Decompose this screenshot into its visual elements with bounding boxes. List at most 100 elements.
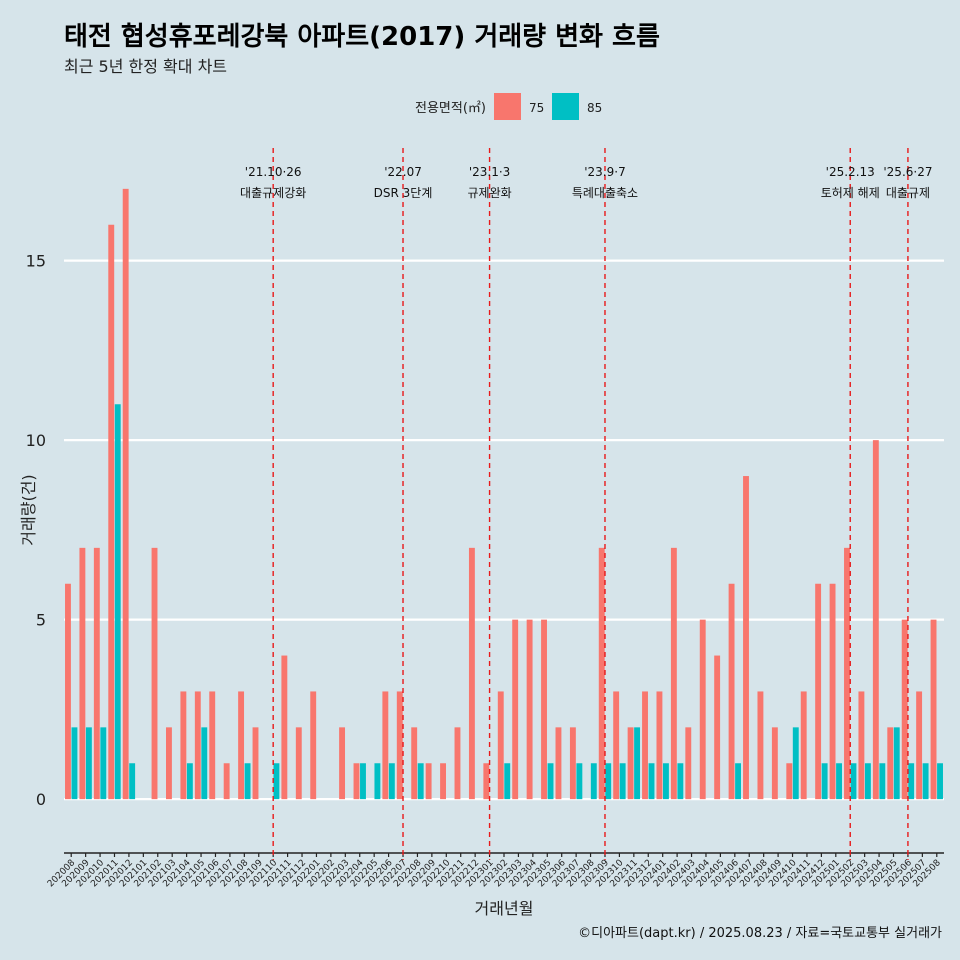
bar-85 — [417, 763, 424, 800]
bar-75 — [526, 619, 533, 800]
legend: 전용면적(㎡) 75 85 — [415, 93, 602, 120]
bar-85 — [648, 763, 655, 800]
bar-75 — [800, 691, 807, 800]
y-tick-label: 5 — [36, 611, 46, 630]
bar-85 — [864, 763, 871, 800]
bar-85 — [590, 763, 597, 800]
bar-75 — [613, 691, 620, 800]
bar-75 — [440, 763, 446, 800]
source-caption: ©디아파트(dapt.kr) / 2025.08.23 / 자료=국토교통부 실… — [578, 926, 942, 941]
bar-85 — [922, 763, 929, 800]
bar-75 — [281, 655, 288, 800]
bar-75 — [901, 619, 908, 800]
bar-75 — [108, 224, 115, 800]
bar-85 — [677, 763, 684, 800]
bar-85 — [114, 404, 121, 800]
bar-75 — [425, 763, 432, 800]
event-label: 토허제 해제 — [821, 186, 880, 200]
bar-85 — [893, 727, 900, 800]
bar-85 — [836, 763, 842, 800]
bar-75 — [180, 691, 187, 800]
bar-85 — [129, 763, 136, 800]
bar-85 — [634, 727, 641, 800]
bar-75 — [93, 547, 100, 800]
bar-75 — [728, 583, 735, 800]
bar-75 — [483, 763, 490, 800]
y-tick-label: 0 — [36, 790, 46, 809]
bar-85 — [186, 763, 193, 800]
bar-75 — [642, 691, 648, 800]
bar-75 — [598, 547, 605, 800]
bar-75 — [497, 691, 504, 800]
bar-75 — [627, 727, 634, 800]
bar-75 — [382, 691, 389, 800]
bar-85 — [619, 763, 626, 800]
bar-75 — [786, 763, 793, 800]
event-date: '23.1·3 — [469, 165, 510, 179]
event-date: '25.2.13 — [826, 165, 875, 179]
event-date: '23.9·7 — [584, 165, 625, 179]
bar-85 — [735, 763, 742, 800]
bar-85 — [273, 763, 280, 800]
bar-85 — [937, 763, 943, 800]
bar-85 — [821, 763, 828, 800]
legend-label-85: 85 — [587, 101, 602, 115]
bar-75 — [887, 727, 894, 800]
bar-75 — [916, 691, 923, 800]
chart-subtitle: 최근 5년 한정 확대 차트 — [64, 57, 228, 76]
bar-75 — [541, 619, 547, 800]
bar-75 — [295, 727, 302, 800]
bar-75 — [829, 583, 836, 800]
bar-75 — [656, 691, 663, 800]
bar-75 — [310, 691, 317, 800]
event-label: 규제완화 — [467, 186, 511, 200]
legend-swatch-85 — [552, 93, 579, 120]
event-date: '25.6·27 — [883, 165, 932, 179]
bar-85 — [879, 763, 886, 800]
event-label: DSR 3단계 — [374, 186, 433, 200]
bar-85 — [360, 763, 366, 800]
bar-75 — [699, 619, 706, 800]
bar-75 — [396, 691, 403, 800]
bar-75 — [512, 619, 519, 800]
bar-75 — [858, 691, 865, 800]
bar-75 — [238, 691, 245, 800]
event-label: 특례대출축소 — [572, 186, 638, 200]
bar-85 — [374, 763, 381, 800]
bar-85 — [201, 727, 208, 800]
legend-title: 전용면적(㎡) — [415, 101, 486, 116]
bar-75 — [339, 727, 346, 800]
plot-area: 0510152020082020092020102020112020122021… — [26, 148, 944, 889]
y-tick-label: 15 — [26, 252, 46, 271]
bar-75 — [454, 727, 461, 800]
bar-75 — [670, 547, 677, 800]
bar-75 — [166, 727, 172, 800]
bar-75 — [714, 655, 721, 800]
bar-75 — [411, 727, 418, 800]
bar-75 — [65, 583, 71, 800]
bar-75 — [122, 188, 129, 800]
bar-75 — [194, 691, 201, 800]
chart-title: 태전 협성휴포레강북 아파트(2017) 거래량 변화 흐름 — [64, 22, 660, 52]
bar-75 — [844, 547, 850, 800]
bar-85 — [388, 763, 395, 800]
bar-75 — [151, 547, 158, 800]
bar-75 — [353, 763, 360, 800]
legend-swatch-75 — [494, 93, 521, 120]
bar-75 — [743, 476, 749, 800]
bar-75 — [757, 691, 764, 800]
legend-label-75: 75 — [529, 101, 544, 115]
event-date: '21.10·26 — [245, 165, 302, 179]
bar-75 — [872, 440, 879, 800]
bar-75 — [209, 691, 216, 800]
bar-85 — [850, 763, 857, 800]
bar-75 — [555, 727, 562, 800]
bar-85 — [504, 763, 511, 800]
bar-85 — [662, 763, 669, 800]
bar-85 — [244, 763, 251, 800]
bar-85 — [576, 763, 583, 800]
bar-75 — [815, 583, 822, 800]
bar-75 — [569, 727, 576, 800]
bar-75 — [468, 547, 475, 800]
